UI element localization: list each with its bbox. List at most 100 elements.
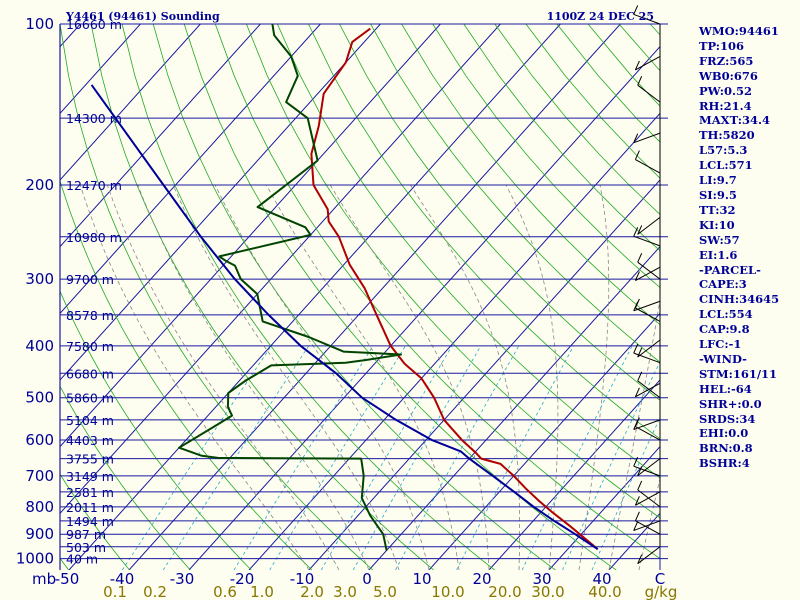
index-item: BRN:0.8 — [699, 441, 753, 456]
height-label: 9700 m — [66, 272, 114, 287]
height-label: 3755 m — [66, 452, 114, 467]
dry-adiabat-400 — [463, 24, 660, 252]
index-item: PW:0.52 — [699, 83, 753, 98]
index-item: SHR+:0.0 — [699, 396, 762, 411]
parcel-line — [90, 84, 599, 551]
wind-barb-flag — [637, 371, 643, 382]
index-item: CAPE:3 — [699, 277, 747, 292]
moist-adiabat-10 — [214, 184, 430, 570]
wind-barb — [633, 132, 661, 144]
index-item: RH:21.4 — [699, 98, 752, 113]
wind-barb — [633, 13, 661, 25]
index-item: LCL:554 — [699, 307, 753, 322]
pressure-label-200: 200 — [25, 176, 54, 194]
wind-barb — [637, 261, 661, 280]
wind-barb — [637, 489, 661, 508]
temp-tick-label: -30 — [170, 570, 195, 588]
mixing-ratio-unit: g/kg — [645, 583, 678, 600]
height-label: 6680 m — [66, 366, 114, 381]
height-label: 5860 m — [66, 391, 114, 406]
wind-barb-flag — [637, 466, 643, 476]
index-item: STM:161/11 — [699, 366, 778, 381]
wind-barb — [635, 159, 661, 174]
dry-adiabat-320 — [214, 24, 660, 559]
height-label: 8578 m — [66, 308, 114, 323]
dry-adiabat-260 — [60, 179, 313, 570]
mixing-ratio-label: 30.0 — [531, 583, 564, 600]
mixing-ratio-label: 0.2 — [143, 583, 167, 600]
wind-barb — [635, 56, 661, 71]
index-item: WMO:94461 — [699, 24, 779, 38]
isotherm--20 — [248, 112, 660, 570]
temp-tick-label: 20 — [472, 570, 491, 588]
dry-adiabat-390 — [432, 24, 660, 289]
index-item: SRDS:34 — [699, 411, 756, 426]
height-label: 14300 m — [66, 111, 122, 126]
index-item: MAXT:34.4 — [699, 113, 770, 128]
dry-adiabat-210 — [0, 24, 8, 570]
index-item: HEL:-64 — [699, 381, 752, 396]
mixing-ratio-label: 10.0 — [431, 583, 464, 600]
isotherm--10 — [308, 179, 660, 570]
index-item: LI:9.7 — [699, 173, 737, 188]
mixing-ratio-line-0_6 — [233, 345, 374, 570]
temp-tick-label: -40 — [110, 570, 135, 588]
temp-unit-label: C — [655, 570, 665, 588]
dry-adiabat-370 — [370, 24, 660, 363]
index-item: TT:32 — [699, 202, 736, 217]
wind-barb — [635, 491, 661, 506]
wind-barb — [635, 307, 661, 322]
isotherm--70 — [60, 24, 441, 448]
wind-barb-flag — [634, 387, 640, 398]
height-label: 7580 m — [66, 339, 114, 354]
dry-adiabat-300 — [152, 24, 556, 570]
sounding-series — [90, 23, 599, 551]
index-item: TP:106 — [699, 38, 745, 53]
mixing-ratio-label: 0.6 — [213, 583, 237, 600]
temp-tick-label: 10 — [412, 570, 431, 588]
isotherm--40 — [128, 24, 621, 570]
dry-adiabat-230 — [60, 473, 130, 570]
pressure-label-500: 500 — [25, 389, 54, 407]
mixing-ratio-line-20 — [521, 345, 633, 570]
moist-adiabat--10 — [79, 184, 310, 570]
chart-time: 1100Z 24 DEC 25 — [547, 10, 654, 23]
isotherm--50 — [68, 24, 561, 570]
temp-tick-label: 0 — [362, 570, 372, 588]
wind-barb-flag — [634, 298, 640, 309]
height-label: 2581 m — [66, 485, 114, 500]
height-label: 40 m — [66, 552, 98, 567]
index-item: SI:9.5 — [699, 187, 737, 202]
wind-barbs — [633, 5, 661, 565]
moist-adiabat-15 — [266, 184, 460, 570]
dry-adiabat-310 — [183, 24, 617, 570]
mixing-ratio-line-10 — [456, 345, 574, 570]
wind-barb-flag — [633, 5, 639, 15]
wind-barb-flag — [633, 456, 639, 467]
mixing-ratio-label: 5.0 — [373, 583, 397, 600]
wind-barb-flag — [634, 150, 640, 160]
height-label: 12470 m — [66, 178, 122, 193]
height-label: 987 m — [66, 527, 106, 542]
index-item: EI:1.6 — [699, 247, 738, 262]
mixing-ratio-label: 20.0 — [488, 583, 521, 600]
pressure-label-400: 400 — [25, 337, 54, 355]
wind-barb — [637, 217, 661, 235]
mixing-ratio-line-0_1 — [121, 345, 272, 570]
wind-barb-flag — [637, 480, 643, 491]
dry-adiabat-240 — [60, 385, 191, 570]
wind-barb-flag — [637, 75, 643, 86]
background-grid — [0, 23, 668, 570]
moist-adiabat-40 — [608, 297, 660, 570]
moist-adiabat-25 — [410, 184, 520, 570]
moist-adiabat-0 — [137, 184, 370, 570]
index-item: LFC:-1 — [699, 337, 742, 352]
pressure-label-300: 300 — [25, 270, 54, 288]
mixing-ratio-line-2 — [320, 345, 453, 570]
wind-barb-flag — [634, 511, 640, 522]
isotherm-30 — [548, 445, 660, 570]
index-item: BSHR:4 — [699, 456, 750, 471]
wind-barb — [635, 382, 661, 398]
temp-tick-label: 40 — [592, 570, 611, 588]
